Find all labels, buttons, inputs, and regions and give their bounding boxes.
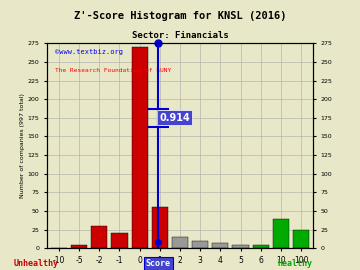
Bar <box>293 230 309 248</box>
Bar <box>253 245 269 248</box>
Text: Healthy: Healthy <box>278 259 313 268</box>
Bar <box>192 241 208 248</box>
Bar <box>131 47 148 248</box>
Bar <box>111 234 127 248</box>
Y-axis label: Number of companies (997 total): Number of companies (997 total) <box>19 93 24 198</box>
Bar <box>172 237 188 248</box>
Text: Sector: Financials: Sector: Financials <box>132 31 228 40</box>
Bar <box>71 245 87 248</box>
Bar <box>233 245 249 248</box>
Text: 0.914: 0.914 <box>159 113 190 123</box>
Text: ©www.textbiz.org: ©www.textbiz.org <box>55 49 123 55</box>
Bar <box>91 226 107 248</box>
Text: The Research Foundation of SUNY: The Research Foundation of SUNY <box>55 68 171 73</box>
Bar <box>273 218 289 248</box>
Text: Score: Score <box>146 259 171 268</box>
Bar <box>212 243 229 248</box>
Bar <box>152 207 168 248</box>
Text: Z'-Score Histogram for KNSL (2016): Z'-Score Histogram for KNSL (2016) <box>74 11 286 21</box>
Text: Unhealthy: Unhealthy <box>14 259 58 268</box>
